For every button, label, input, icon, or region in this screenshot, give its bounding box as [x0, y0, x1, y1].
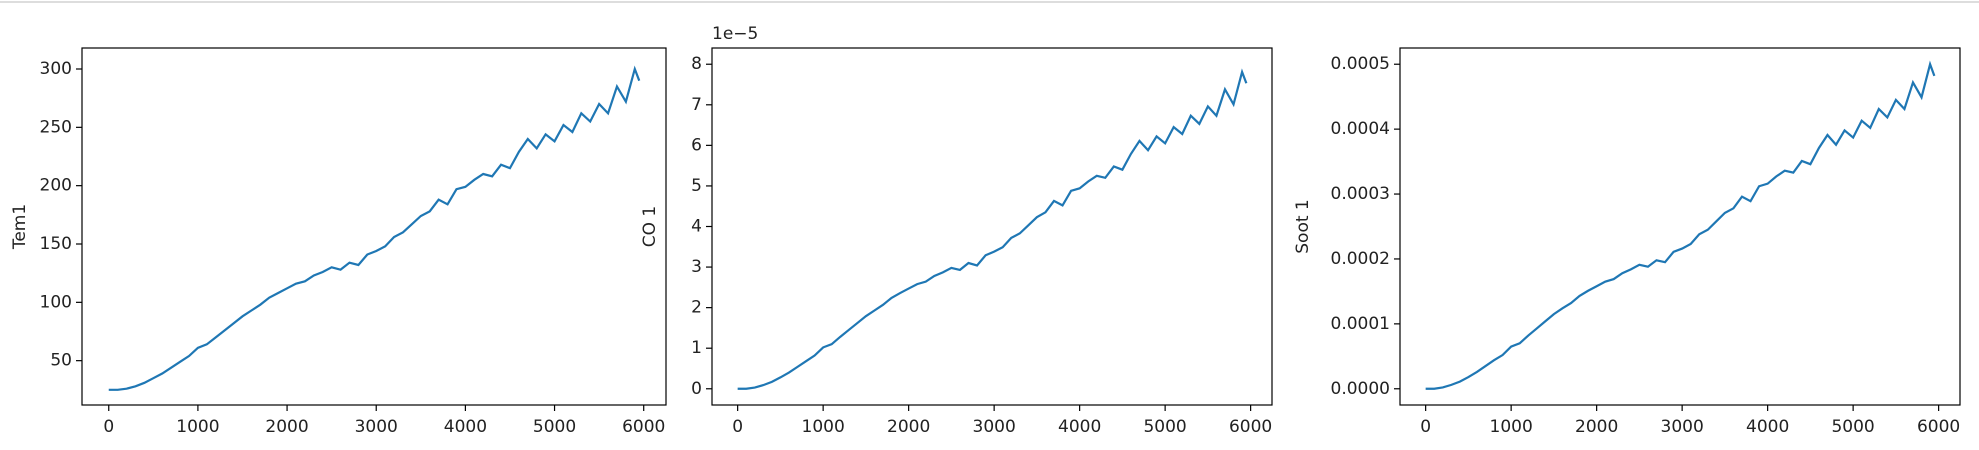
- y-tick-label: 150: [40, 234, 72, 254]
- y-tick-label: 50: [50, 351, 72, 371]
- x-tick-label: 4000: [444, 417, 487, 437]
- y-tick-label: 0: [691, 379, 702, 399]
- x-tick-label: 1000: [802, 417, 845, 437]
- data-line: [108, 65, 641, 391]
- y-axis-label: CO 1: [640, 206, 660, 247]
- y-tick-label: 0.0000: [1331, 379, 1390, 399]
- x-tick-label: 3000: [355, 417, 398, 437]
- y-tick-label: 0.0004: [1331, 119, 1390, 139]
- y-tick-label: 8: [691, 54, 702, 74]
- x-tick-label: 3000: [973, 417, 1016, 437]
- axes-frame: [81, 47, 667, 406]
- y-tick-label: 300: [40, 59, 72, 79]
- x-tick-label: 5000: [1143, 417, 1186, 437]
- y-tick-label: 0.0003: [1331, 184, 1390, 204]
- y-tick-label: 0.0001: [1331, 314, 1390, 334]
- y-tick-label: 5: [691, 176, 702, 196]
- x-tick-label: 0: [732, 417, 743, 437]
- x-tick-label: 5000: [533, 417, 576, 437]
- y-tick-label: 4: [691, 217, 702, 237]
- offset-label: 1e−5: [712, 24, 758, 44]
- data-line: [737, 68, 1248, 390]
- y-tick-label: 200: [40, 176, 72, 196]
- x-tick-label: 6000: [622, 417, 665, 437]
- y-tick-label: 6: [691, 135, 702, 155]
- x-tick-label: 2000: [265, 417, 308, 437]
- x-tick-label: 4000: [1746, 417, 1789, 437]
- y-tick-label: 1: [691, 338, 702, 358]
- x-tick-label: 6000: [1917, 417, 1960, 437]
- x-tick-label: 2000: [887, 417, 930, 437]
- y-tick-label: 100: [40, 292, 72, 312]
- y-axis-label: Soot 1: [1293, 199, 1313, 253]
- x-tick-label: 4000: [1058, 417, 1101, 437]
- x-tick-label: 3000: [1661, 417, 1704, 437]
- data-line: [1425, 60, 1936, 390]
- axes-frame: [711, 47, 1273, 406]
- x-tick-label: 1000: [1490, 417, 1533, 437]
- y-tick-label: 3: [691, 257, 702, 277]
- x-tick-label: 2000: [1575, 417, 1618, 437]
- x-tick-label: 1000: [176, 417, 219, 437]
- x-tick-label: 6000: [1229, 417, 1272, 437]
- x-tick-label: 0: [1420, 417, 1431, 437]
- x-tick-label: 5000: [1831, 417, 1874, 437]
- y-tick-label: 7: [691, 95, 702, 115]
- y-tick-label: 0.0002: [1331, 249, 1390, 269]
- y-tick-label: 0.0005: [1331, 54, 1390, 74]
- y-tick-label: 2: [691, 298, 702, 318]
- y-tick-label: 250: [40, 117, 72, 137]
- x-tick-label: 0: [103, 417, 114, 437]
- axes-frame: [1399, 47, 1961, 406]
- y-axis-label: Tem1: [10, 204, 30, 250]
